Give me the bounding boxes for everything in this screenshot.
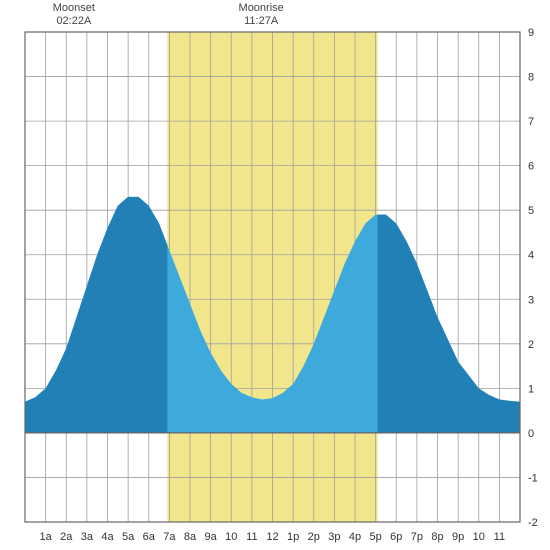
svg-text:5: 5 <box>528 205 534 217</box>
svg-text:4p: 4p <box>349 531 361 543</box>
svg-text:7p: 7p <box>411 531 423 543</box>
svg-text:5p: 5p <box>370 531 382 543</box>
moonset-title: Moonset <box>44 2 104 15</box>
svg-text:8a: 8a <box>184 531 197 543</box>
svg-text:1: 1 <box>528 383 534 395</box>
svg-text:4: 4 <box>528 250 534 262</box>
svg-text:2: 2 <box>528 339 534 351</box>
moonset-time: 02:22A <box>44 15 104 28</box>
svg-text:3a: 3a <box>81 531 94 543</box>
svg-text:10: 10 <box>473 531 485 543</box>
svg-text:2p: 2p <box>308 531 320 543</box>
svg-text:6: 6 <box>528 161 534 173</box>
tide-chart: Moonset 02:22A Moonrise 11:27A -2-101234… <box>0 0 550 550</box>
svg-text:3p: 3p <box>328 531 340 543</box>
svg-text:-2: -2 <box>528 517 538 529</box>
svg-text:-1: -1 <box>528 472 538 484</box>
svg-text:7a: 7a <box>163 531 176 543</box>
svg-text:10: 10 <box>225 531 237 543</box>
svg-text:6p: 6p <box>390 531 402 543</box>
moonrise-label: Moonrise 11:27A <box>231 2 291 28</box>
svg-text:3: 3 <box>528 294 534 306</box>
svg-text:0: 0 <box>528 428 534 440</box>
svg-text:4a: 4a <box>101 531 114 543</box>
svg-text:7: 7 <box>528 116 534 128</box>
svg-text:8: 8 <box>528 72 534 84</box>
svg-text:5a: 5a <box>122 531 135 543</box>
moonrise-time: 11:27A <box>231 15 291 28</box>
svg-text:9p: 9p <box>452 531 464 543</box>
svg-text:9a: 9a <box>205 531 218 543</box>
svg-text:11: 11 <box>494 531 505 543</box>
svg-text:11: 11 <box>246 531 257 543</box>
svg-text:9: 9 <box>528 27 534 39</box>
chart-svg: -2-101234567891a2a3a4a5a6a7a8a9a1011121p… <box>0 0 550 550</box>
moonset-label: Moonset 02:22A <box>44 2 104 28</box>
svg-text:6a: 6a <box>143 531 156 543</box>
svg-text:8p: 8p <box>431 531 443 543</box>
moonrise-title: Moonrise <box>231 2 291 15</box>
svg-text:1p: 1p <box>287 531 299 543</box>
svg-text:1a: 1a <box>40 531 53 543</box>
svg-text:12: 12 <box>266 531 278 543</box>
svg-text:2a: 2a <box>60 531 73 543</box>
